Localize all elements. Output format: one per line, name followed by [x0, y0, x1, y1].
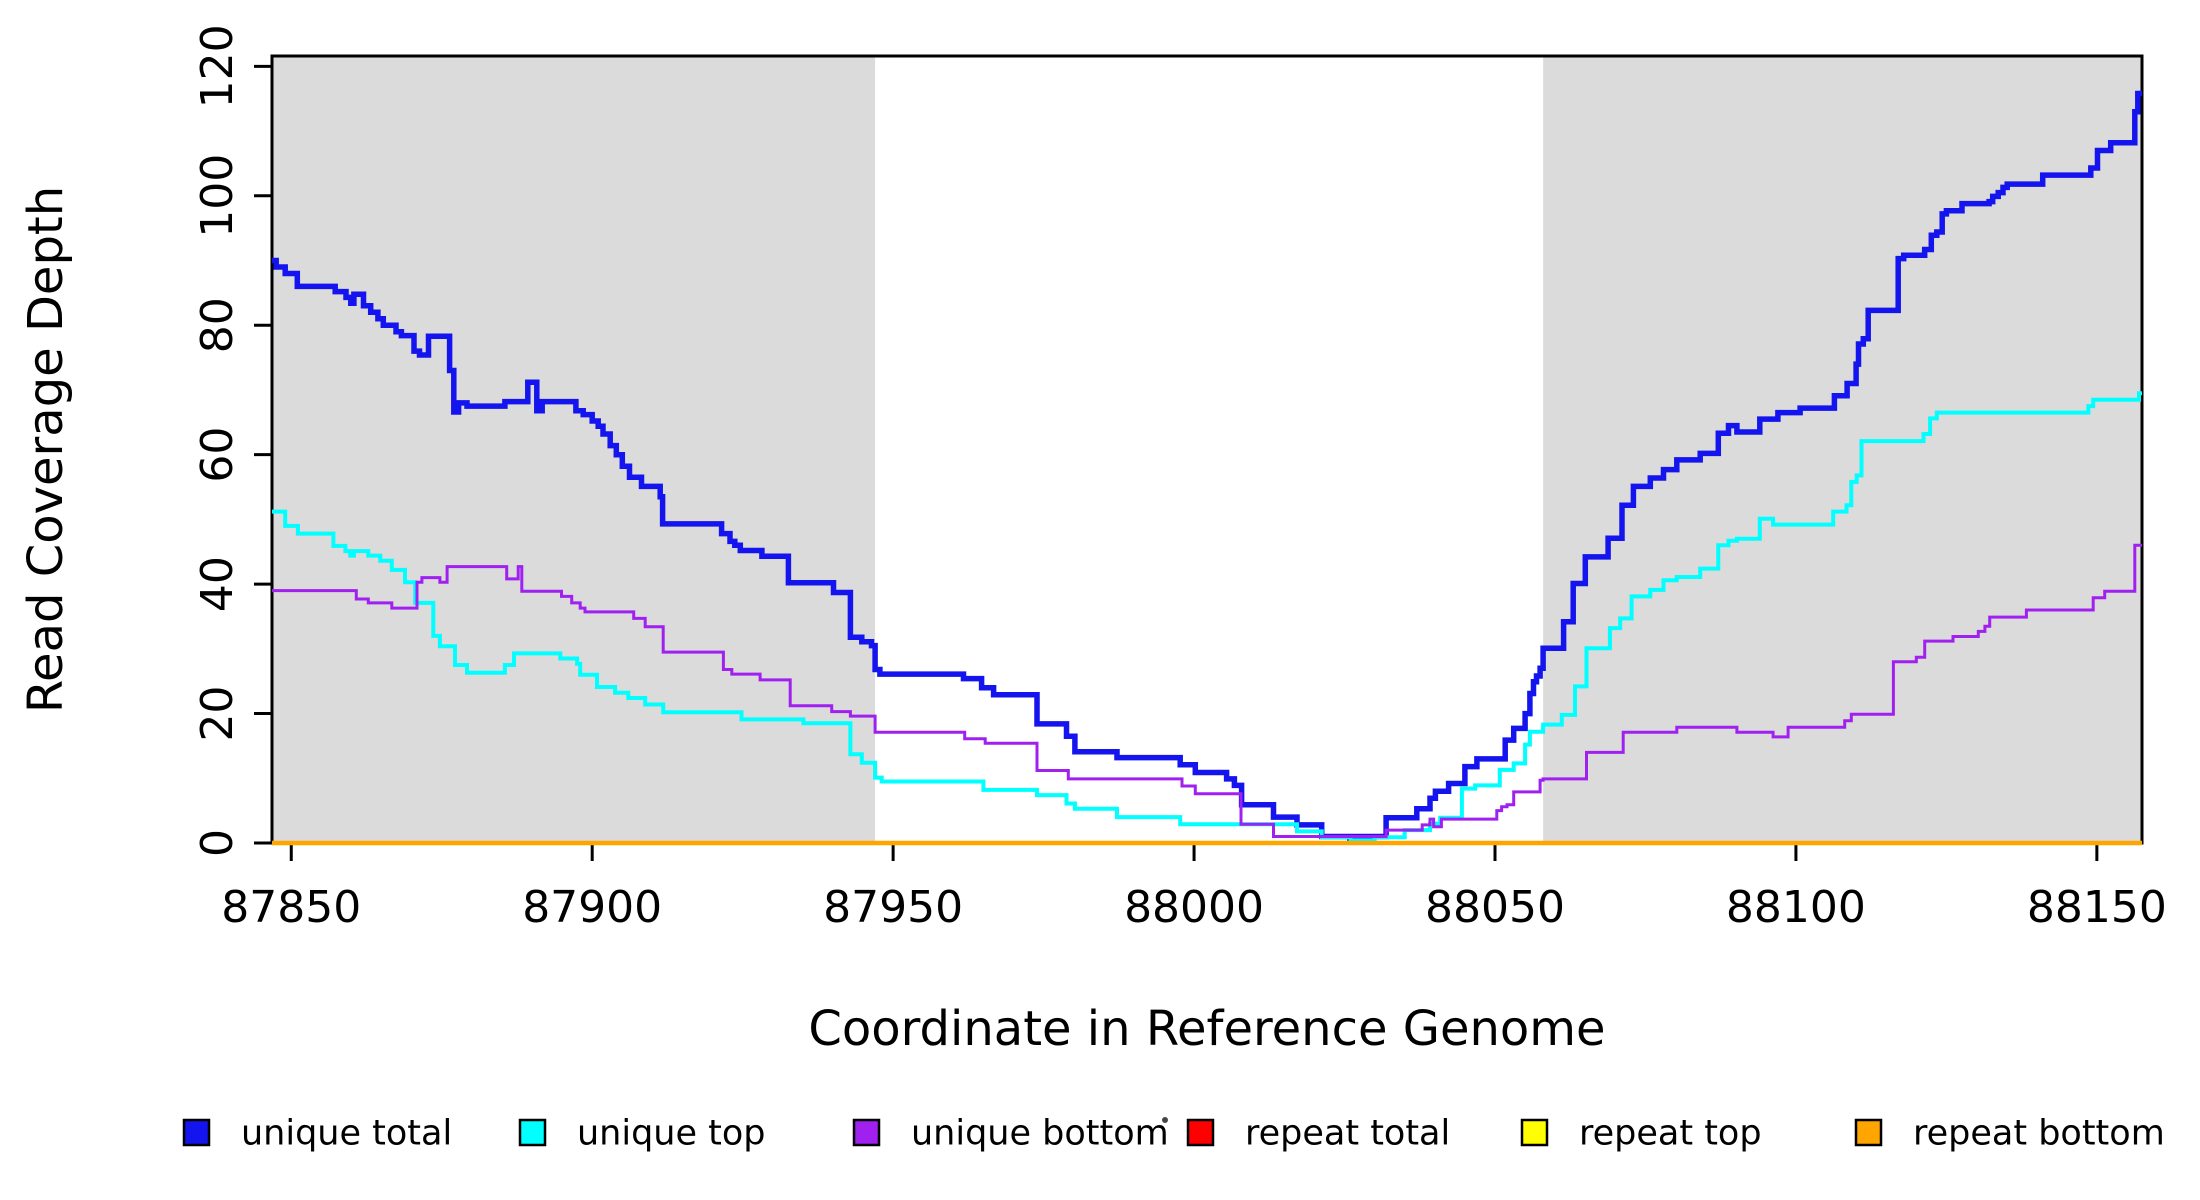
x-axis-title: Coordinate in Reference Genome	[808, 1001, 1605, 1057]
y-tick-label: 60	[192, 427, 243, 483]
legend-label: unique bottom	[911, 1114, 1169, 1154]
legend-label: unique total	[241, 1114, 452, 1154]
legend-swatch-unique-total	[182, 1118, 211, 1147]
legend-label: repeat total	[1245, 1114, 1450, 1154]
legend-label: repeat top	[1579, 1114, 1762, 1154]
y-tick-label: 20	[192, 686, 243, 742]
y-axis-title: Read Coverage Depth	[18, 186, 74, 713]
x-tick-label: 87850	[221, 882, 361, 933]
x-tick-label: 88050	[1425, 882, 1565, 933]
x-tick-label: 88000	[1124, 882, 1264, 933]
series-line-unique-bottom	[272, 543, 2142, 838]
legend-swatch-repeat-top	[1520, 1118, 1549, 1147]
legend-swatch-unique-top	[518, 1118, 547, 1147]
series-line-unique-total	[272, 90, 2142, 845]
legend-item: repeat top	[1520, 1114, 1762, 1154]
legend-swatch-repeat-bottom	[1854, 1118, 1883, 1147]
y-tick-label: 80	[192, 297, 243, 353]
x-tick-label: 87950	[823, 882, 963, 933]
x-tick-label: 87900	[522, 882, 662, 933]
stray-mark	[1162, 1117, 1168, 1123]
legend-swatch-repeat-total	[1186, 1118, 1215, 1147]
shaded-region	[1543, 56, 2142, 843]
legend-swatch-unique-bottom	[852, 1118, 881, 1147]
legend-label: unique top	[577, 1114, 766, 1154]
x-tick-label: 88100	[1726, 882, 1866, 933]
legend-item: repeat bottom	[1854, 1114, 2165, 1154]
y-tick-label: 120	[192, 24, 243, 108]
legend-label: repeat bottom	[1913, 1114, 2165, 1154]
legend-item: repeat total	[1186, 1114, 1450, 1154]
shaded-region	[272, 56, 876, 843]
y-tick-label: 40	[192, 556, 243, 612]
legend-item: unique bottom	[852, 1114, 1169, 1154]
y-tick-label: 100	[192, 154, 243, 238]
series-line-unique-top	[272, 391, 2142, 843]
x-tick-label: 88150	[2027, 882, 2167, 933]
legend-item: unique top	[518, 1114, 766, 1154]
legend-item: unique total	[182, 1114, 452, 1154]
y-tick-label: 0	[192, 829, 243, 857]
